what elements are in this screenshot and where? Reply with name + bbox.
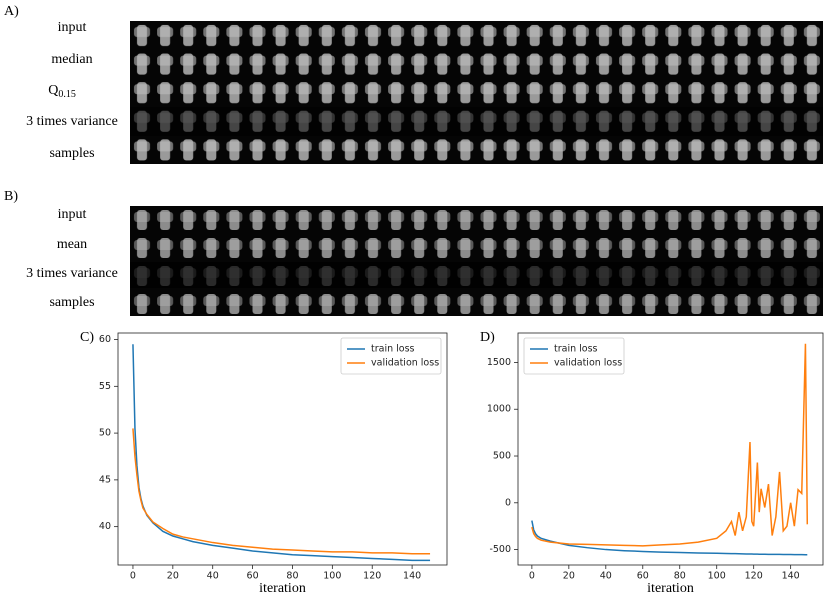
- x-tick-label: 20: [563, 571, 575, 582]
- y-tick-label: 1500: [487, 357, 511, 368]
- axes-frame: [517, 332, 824, 566]
- variance-shade: [130, 107, 823, 136]
- x-tick-label: 60: [637, 571, 649, 582]
- row-label: 3 times variance: [26, 114, 118, 129]
- panel-label: C): [80, 330, 94, 345]
- panel-label: A): [4, 4, 19, 19]
- row-label: mean: [57, 237, 87, 252]
- x-axis-label: iteration: [647, 581, 694, 596]
- y-tick-label: 40: [99, 521, 111, 532]
- y-tick-label: 500: [493, 451, 511, 462]
- y-tick-label: -500: [489, 544, 511, 555]
- series-line: [531, 520, 808, 556]
- y-tick-label: 50: [99, 428, 111, 439]
- x-axis-label: iteration: [259, 581, 306, 596]
- series-line: [132, 428, 431, 555]
- x-tick-label: 40: [600, 571, 612, 582]
- x-tick-label: 100: [323, 571, 341, 582]
- variance-shade: [130, 262, 823, 288]
- row-label: median: [51, 52, 92, 67]
- x-tick-label: 0: [130, 571, 136, 582]
- x-tick-label: 100: [708, 571, 726, 582]
- legend-label: validation loss: [554, 358, 622, 369]
- x-tick-label: 60: [247, 571, 259, 582]
- series-line: [132, 344, 431, 562]
- x-tick-label: 0: [529, 571, 535, 582]
- y-tick-label: 60: [99, 334, 111, 345]
- legend-label: train loss: [554, 344, 598, 355]
- legend-label: train loss: [371, 344, 415, 355]
- panel-label: D): [480, 330, 495, 345]
- q-base: Q: [48, 83, 58, 98]
- axes-frame: [117, 332, 448, 566]
- y-tick-label: 55: [99, 381, 111, 392]
- image-grid-b: [130, 206, 823, 316]
- row-label: input: [58, 207, 87, 222]
- row-label: 3 times variance: [26, 266, 118, 281]
- panel-label: B): [4, 189, 18, 204]
- y-tick-label: 0: [505, 497, 511, 508]
- legend-label: validation loss: [371, 358, 439, 369]
- q-subscript: 0.15: [58, 89, 76, 100]
- row-label: Q0.15: [48, 83, 76, 100]
- x-tick-label: 20: [167, 571, 179, 582]
- row-label: input: [58, 20, 87, 35]
- x-tick-label: 120: [745, 571, 763, 582]
- x-tick-label: 140: [782, 571, 800, 582]
- x-tick-label: 80: [674, 571, 686, 582]
- x-tick-label: 120: [363, 571, 381, 582]
- legend-box: [523, 337, 625, 375]
- image-grid-a: [130, 21, 823, 164]
- x-tick-label: 40: [207, 571, 219, 582]
- y-tick-label: 1000: [487, 404, 511, 415]
- series-line: [531, 343, 809, 547]
- x-tick-label: 80: [286, 571, 298, 582]
- x-tick-label: 140: [403, 571, 421, 582]
- y-tick-label: 45: [99, 474, 111, 485]
- legend-box: [340, 337, 442, 375]
- row-label: samples: [49, 295, 94, 310]
- row-label: samples: [49, 146, 94, 161]
